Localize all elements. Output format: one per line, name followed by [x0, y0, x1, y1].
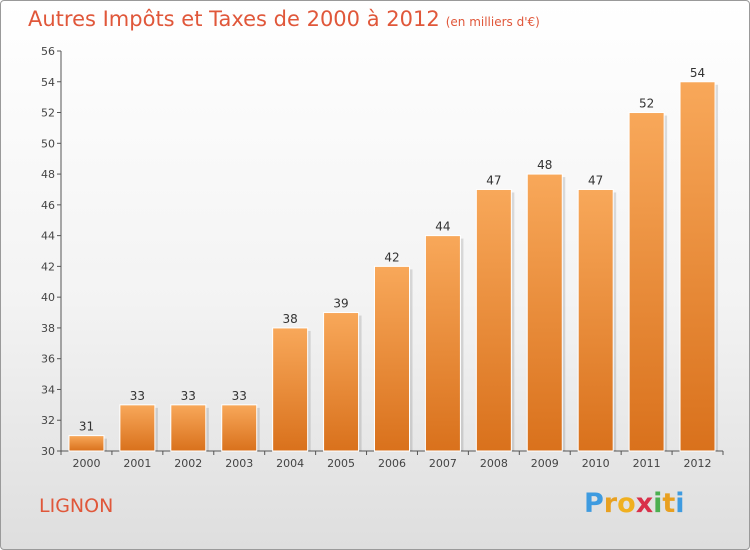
- x-tick-label: 2001: [123, 457, 151, 470]
- x-tick-label: 2000: [72, 457, 100, 470]
- y-tick-label: 32: [41, 414, 55, 427]
- commune-name: LIGNON: [39, 495, 114, 517]
- x-tick-label: 2002: [174, 457, 202, 470]
- bar-2009[interactable]: [526, 173, 563, 452]
- x-tick-label: 2011: [633, 457, 661, 470]
- x-tick-label: 2007: [429, 457, 457, 470]
- bar-2003[interactable]: [221, 404, 258, 452]
- y-tick-label: 54: [41, 76, 55, 89]
- bar-2012[interactable]: [679, 81, 716, 452]
- bar-2006[interactable]: [374, 265, 410, 452]
- y-tick-label: 56: [41, 45, 55, 58]
- bar-2008[interactable]: [475, 188, 512, 452]
- y-tick-label: 34: [41, 383, 55, 396]
- data-label-2000: 31: [79, 420, 94, 434]
- y-tick-label: 50: [41, 137, 55, 150]
- data-label-2007: 44: [435, 220, 450, 234]
- y-tick-label: 44: [41, 230, 55, 243]
- data-label-2001: 33: [130, 389, 145, 403]
- bar-2010[interactable]: [577, 188, 614, 452]
- data-label-2009: 48: [537, 158, 552, 172]
- chart-title-block: Autres Impôts et Taxes de 2000 à 2012 (en…: [28, 7, 540, 31]
- logo-letter: o: [617, 488, 636, 519]
- x-axis: 2000 2001 2002 2003 2004 2005 2006 2007 2008 2009…: [60, 450, 724, 470]
- x-tick-label: 2003: [225, 457, 253, 470]
- data-label-2004: 38: [283, 312, 298, 326]
- chart-title: Autres Impôts et Taxes de 2000 à 2012: [28, 7, 440, 31]
- logo-letter: r: [603, 488, 618, 519]
- logo-letter: P: [584, 488, 604, 519]
- bar-2004[interactable]: [272, 327, 309, 452]
- x-tick-label: 2005: [327, 457, 355, 470]
- y-tick-label: 42: [41, 260, 55, 273]
- bar-2011[interactable]: [628, 112, 665, 452]
- y-tick-label: 36: [41, 353, 55, 366]
- data-labels: 31 33 33 33 38 39 42 44 47 48 47 52 54: [79, 66, 705, 434]
- data-label-2002: 33: [181, 389, 196, 403]
- x-tick-label: 2004: [276, 457, 304, 470]
- data-label-2008: 47: [486, 173, 501, 187]
- proxiti-logo[interactable]: Proxiti: [584, 488, 685, 519]
- x-tick-label: 2008: [480, 457, 508, 470]
- bars: [68, 81, 719, 452]
- y-tick-label: 46: [41, 199, 55, 212]
- chart-subtitle: (en milliers d'€): [445, 15, 540, 29]
- logo-letter: x: [635, 488, 654, 519]
- y-tick-label: 48: [41, 168, 55, 181]
- data-label-2012: 54: [690, 66, 705, 80]
- data-label-2006: 42: [384, 250, 399, 264]
- logo-letter: t: [662, 488, 676, 519]
- y-tick-label: 52: [41, 107, 55, 120]
- data-label-2010: 47: [588, 173, 603, 187]
- y-tick-label: 38: [41, 322, 55, 335]
- data-label-2003: 33: [232, 389, 247, 403]
- x-tick-label: 2012: [684, 457, 712, 470]
- bar-2000[interactable]: [68, 435, 105, 452]
- x-tick-label: 2010: [582, 457, 610, 470]
- data-label-2011: 52: [639, 97, 654, 111]
- bar-2001[interactable]: [119, 404, 156, 452]
- logo-letter: i: [653, 488, 663, 519]
- logo-letter: i: [675, 488, 685, 519]
- bar-2002[interactable]: [170, 404, 207, 452]
- bar-2007[interactable]: [424, 235, 461, 452]
- x-tick-label: 2006: [378, 457, 406, 470]
- y-axis: 30 32 34 36 38 40 42 44 46 48 50 52 54 56: [41, 45, 62, 458]
- bar-2005[interactable]: [323, 312, 360, 452]
- x-tick-label: 2009: [531, 457, 559, 470]
- y-tick-label: 40: [41, 291, 55, 304]
- data-label-2005: 39: [333, 297, 348, 311]
- y-tick-label: 30: [41, 445, 55, 458]
